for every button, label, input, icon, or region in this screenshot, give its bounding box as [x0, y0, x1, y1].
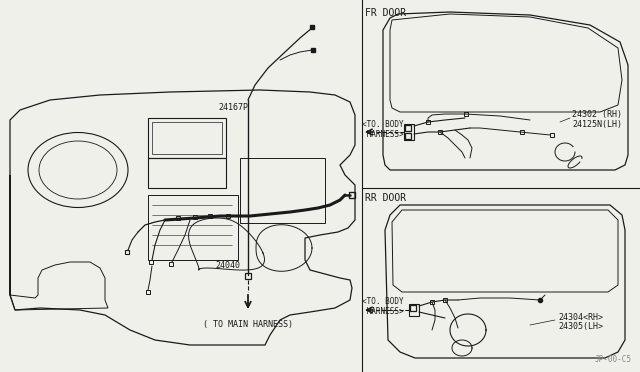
Bar [152, 122, 222, 154]
Text: 24302 (RH): 24302 (RH) [572, 110, 622, 119]
Bar [148, 195, 238, 260]
Text: 24125N(LH): 24125N(LH) [572, 119, 622, 128]
Text: <TO. BODY
 HARNESS>: <TO. BODY HARNESS> [362, 297, 404, 317]
Text: ( TO MAIN HARNESS): ( TO MAIN HARNESS) [203, 320, 293, 329]
Bar [240, 158, 325, 223]
Text: 24305(LH>: 24305(LH> [558, 323, 603, 331]
Bar [404, 124, 414, 140]
Text: FR DOOR: FR DOOR [365, 8, 406, 18]
Text: <TO. BODY
 HARNESS>: <TO. BODY HARNESS> [362, 120, 404, 140]
Text: 24304<RH>: 24304<RH> [558, 314, 603, 323]
Text: JP-00-C5: JP-00-C5 [595, 355, 632, 364]
Bar [148, 118, 226, 158]
Bar [148, 158, 226, 188]
Bar [409, 304, 419, 316]
Text: RR DOOR: RR DOOR [365, 193, 406, 203]
Text: 24040: 24040 [215, 260, 240, 269]
Text: 24167P: 24167P [218, 103, 248, 112]
